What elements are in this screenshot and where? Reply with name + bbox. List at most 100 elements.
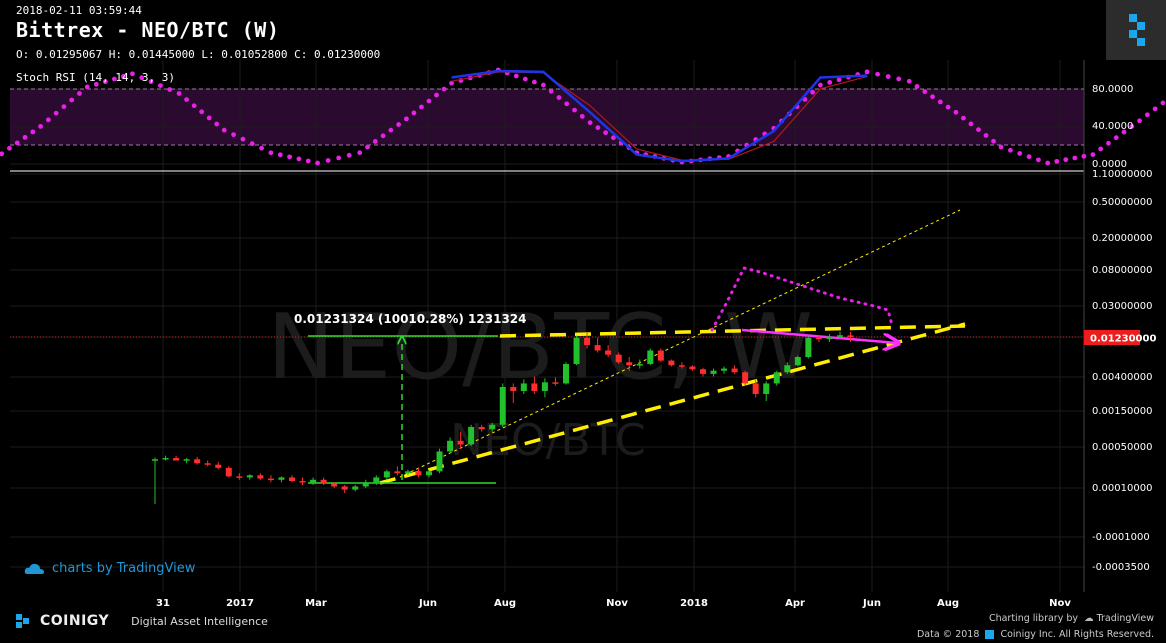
stoch-dot [531, 79, 537, 85]
candle [615, 352, 622, 365]
stoch-dot [22, 134, 28, 140]
stoch-dot [1036, 157, 1041, 163]
x-tick: 31 [156, 598, 170, 609]
candle [468, 424, 475, 447]
candle [278, 476, 285, 483]
stoch-dot [404, 116, 409, 122]
candle [826, 334, 833, 342]
stoch-dot [818, 82, 823, 88]
candle [520, 379, 527, 394]
x-tick: Nov [1049, 598, 1071, 609]
cloud-icon [24, 563, 44, 574]
upper-trendline [399, 209, 961, 478]
stoch-dot [945, 104, 951, 110]
candle [584, 332, 591, 349]
stoch-dot [38, 124, 43, 129]
candle [805, 336, 812, 359]
measure-label: 0.01231324 (10010.28%) 1231324 [294, 312, 527, 326]
stoch-dot [1137, 118, 1142, 124]
stoch-dot [231, 132, 236, 138]
stoch-dot [1090, 152, 1096, 158]
candle [194, 456, 201, 465]
stoch-dot [885, 74, 891, 79]
stoch-dot [991, 138, 996, 144]
x-tick: Nov [606, 598, 628, 609]
stoch-dot [305, 158, 311, 164]
stoch-dot [221, 127, 227, 133]
stoch-dot [998, 144, 1004, 150]
stoch-dot [45, 117, 51, 123]
stoch-dot [906, 78, 912, 84]
stoch-dot [603, 130, 609, 136]
x-tick: 2017 [226, 598, 254, 609]
stoch-k-line [451, 69, 868, 163]
candle [815, 335, 822, 342]
stoch-dot [53, 110, 59, 116]
candle [341, 485, 348, 494]
ohlc-readout: O: 0.01295067 H: 0.01445000 L: 0.0105280… [16, 48, 381, 61]
stoch-dot [214, 121, 220, 127]
candle [752, 379, 759, 398]
candle [499, 383, 506, 427]
stoch-dot [111, 76, 117, 82]
candles [152, 331, 854, 505]
candle [299, 477, 306, 486]
stoch-dot [449, 80, 454, 86]
coinigy-logo[interactable] [1106, 0, 1166, 60]
stoch-y-tick: 0.0000 [1092, 159, 1127, 170]
stoch-dot [953, 109, 959, 115]
candle [699, 367, 706, 377]
stoch-dot [139, 75, 145, 81]
stoch-dot [937, 99, 943, 105]
candle [847, 331, 854, 342]
candle [152, 457, 158, 505]
candle [721, 366, 728, 374]
stoch-dot [611, 135, 616, 141]
candle [541, 378, 548, 398]
stoch-dot [315, 160, 320, 166]
stoch-dot [396, 122, 402, 127]
tradingview-badge[interactable]: charts by TradingView [24, 561, 195, 576]
candle [215, 461, 222, 470]
stoch-dot [1121, 129, 1127, 135]
candle [267, 475, 274, 483]
stoch-dot [268, 150, 274, 156]
stoch-dot [7, 145, 12, 151]
stoch-dot [1026, 154, 1032, 160]
stoch-dot [120, 73, 126, 79]
footer-tagline: Digital Asset Intelligence [131, 614, 268, 628]
stoch-dot [184, 97, 190, 103]
candle [657, 348, 664, 363]
x-tick: Aug [937, 598, 959, 609]
stoch-dot [249, 141, 255, 147]
candle [678, 362, 685, 369]
stoch-dot [548, 88, 554, 94]
x-tick: Jun [862, 598, 881, 609]
stoch-dot [0, 151, 5, 157]
candle [447, 437, 454, 454]
price-y-tick: 0.08000000 [1092, 265, 1152, 276]
stoch-dot [922, 89, 928, 95]
charting-library-label: Charting library by [988, 613, 1079, 624]
stoch-dot [1081, 153, 1087, 159]
candle [773, 370, 780, 386]
candle [331, 482, 338, 488]
candle [731, 365, 738, 374]
stoch-dot [61, 104, 67, 110]
footer-brand: COINIGY [40, 613, 110, 629]
stoch-dot [130, 71, 135, 77]
candle [573, 335, 580, 366]
candle [257, 473, 264, 480]
indicator-label: Stoch RSI (14, 14, 3, 3) [16, 71, 175, 84]
candle [636, 359, 643, 369]
x-tick: 2018 [680, 598, 708, 609]
tradingview-label[interactable]: TradingView [1096, 613, 1154, 624]
stoch-dot [579, 113, 585, 119]
stoch-dot [595, 125, 601, 131]
stoch-dot [69, 97, 75, 103]
stoch-dot [875, 71, 881, 77]
stoch-dot [93, 81, 99, 87]
stoch-dot [419, 104, 424, 110]
candle [605, 345, 612, 358]
stoch-dot [1129, 124, 1135, 129]
